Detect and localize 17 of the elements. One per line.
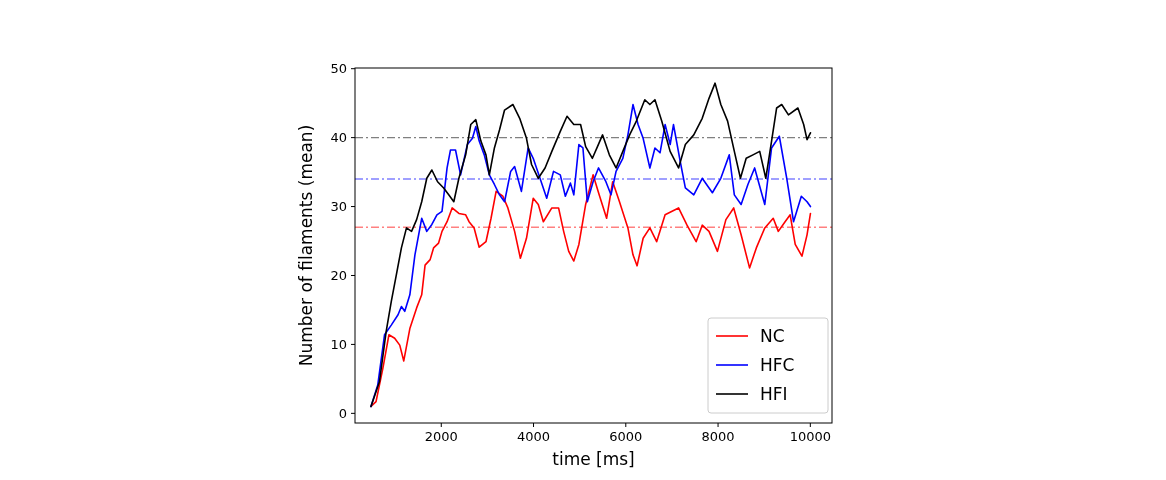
y-tick-label: 50 [330,61,347,77]
y-tick-label: 20 [330,268,347,284]
x-axis-title: time [ms] [552,449,635,469]
x-tick-label: 6000 [609,429,643,444]
legend-label: NC [760,325,785,346]
y-tick-label: 40 [330,130,347,146]
legend-label: HFC [760,354,795,375]
line-series [370,174,812,408]
x-tick-label: 10000 [789,429,831,444]
y-tick-label: 10 [330,336,347,352]
y-tick-label: 0 [338,405,347,421]
x-tick-label: 2000 [424,429,458,444]
legend-label: HFI [760,383,788,404]
y-axis-title: Number of filaments (mean) [296,124,316,367]
x-tick-label: 4000 [516,429,551,444]
x-tick-label: 8000 [701,429,735,444]
y-tick-label: 30 [330,199,347,215]
